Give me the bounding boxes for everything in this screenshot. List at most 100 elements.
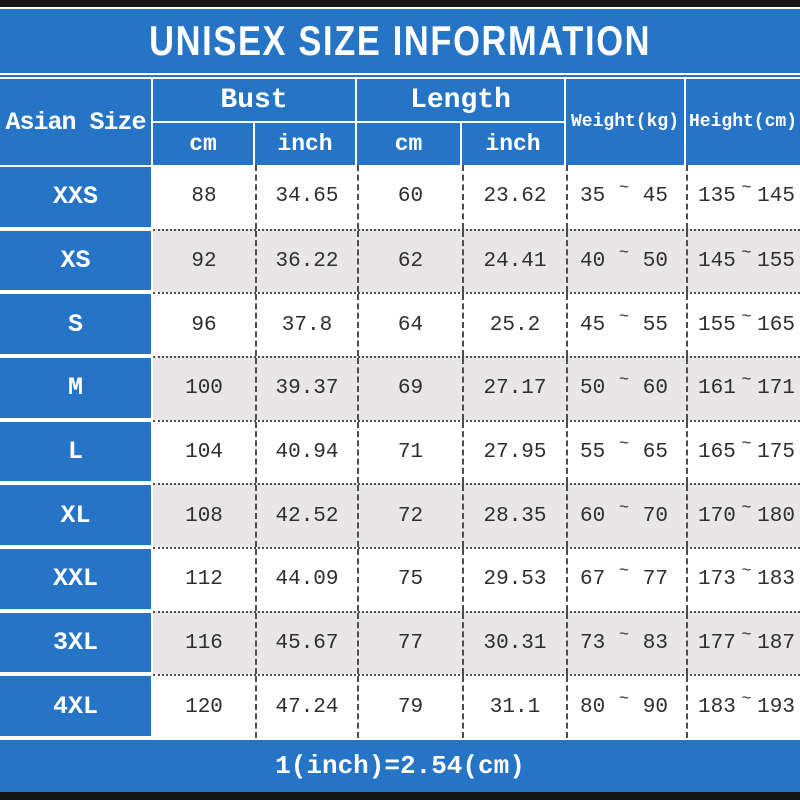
column-header-height: Height(cm) [688,112,798,132]
weight-min: 40 [580,250,606,273]
tilde-glyph: ~ [618,498,630,518]
weight-max: 50 [642,250,668,273]
tilde-glyph: ~ [618,244,630,263]
size-label: 3XL [0,610,153,675]
weight-max: 77 [642,568,668,592]
height-max: 193 [757,695,795,719]
row-cells: 92 36.22 62 24.41 40 ~50 145 ~155 [153,228,800,293]
length-inch-value: 28.35 [462,485,566,548]
bust-inch-value: 36.22 [255,230,357,293]
height-min: 155 [698,313,736,337]
height-max: 175 [757,441,795,465]
top-black-bar [0,0,800,7]
height-max: 187 [757,632,795,656]
footer-band: 1(inch)=2.54(cm) [0,740,800,792]
bust-cm-value: 88 [191,185,217,209]
row-cells: 120 47.24 79 31.1 80 ~90 183 ~193 [153,674,800,739]
weight-max: 55 [642,313,668,337]
height-range: 173 ~183 [686,549,800,611]
tilde-glyph: ~ [741,689,752,709]
length-cm-value: 71 [357,421,462,484]
height-range: 161 ~171 [686,358,800,420]
height-min: 173 [698,568,736,592]
height-range: 145 ~155 [686,230,800,293]
tilde-glyph: ~ [741,562,752,582]
table-row: XS 92 36.22 62 24.41 40 ~50 145 ~155 [0,228,800,293]
length-inch-value: 23.62 [462,165,566,229]
weight-max: 90 [642,695,668,719]
size-label: XS [0,228,153,293]
bottom-black-bar [0,792,800,800]
column-group-length: Length [357,79,566,123]
length-inch-value: 27.95 [462,421,566,484]
length-inch-value: 24.41 [462,230,566,293]
tilde-glyph: ~ [618,626,630,646]
tilde-glyph: ~ [741,371,752,391]
table-row: XXS 88 34.65 60 23.62 35 ~45 135 ~145 [0,165,800,229]
length-inch-value: 30.31 [462,612,566,675]
size-label: 4XL [0,674,153,739]
table-header: Asian Size Bust Length Weight(kg) Height… [0,79,800,165]
height-max: 183 [757,568,795,592]
tilde-glyph: ~ [741,244,752,263]
weight-min: 60 [580,504,606,528]
weight-range: 67 ~77 [566,549,686,611]
weight-range: 50 ~60 [566,358,686,420]
height-max: 171 [757,377,795,401]
bust-cm-value: 120 [185,695,223,719]
title-divider [0,73,800,79]
tilde-glyph: ~ [741,626,752,646]
length-cm-value: 77 [357,612,462,675]
height-max: 165 [757,313,795,337]
size-label: M [0,356,153,420]
weight-min: 35 [580,185,606,209]
conversion-note: 1(inch)=2.54(cm) [275,751,525,781]
bust-inch-value: 45.67 [255,612,357,675]
row-cells: 108 42.52 72 28.35 60 ~70 170 ~180 [153,483,800,548]
length-cm-value: 69 [357,358,462,420]
title-band: UNISEX SIZE INFORMATION [0,9,800,73]
weight-min: 67 [580,568,606,592]
subheader-length-cm: cm [357,123,462,165]
length-inch-value: 25.2 [462,294,566,357]
table-row: M 100 39.37 69 27.17 50 ~60 161 ~171 [0,356,800,420]
tilde-glyph: ~ [618,179,630,199]
weight-range: 35 ~45 [566,165,686,229]
row-cells: 112 44.09 75 29.53 67 ~77 173 ~183 [153,547,800,611]
height-min: 161 [698,377,736,401]
weight-range: 80 ~90 [566,676,686,739]
height-max: 155 [757,250,795,273]
height-range: 155 ~165 [686,294,800,357]
table-body: XXS 88 34.65 60 23.62 35 ~45 135 ~145 XS 9… [0,165,800,739]
height-range: 177 ~187 [686,612,800,675]
tilde-glyph: ~ [741,435,752,455]
size-label: XL [0,483,153,548]
bust-cm-value: 96 [191,313,217,337]
length-cm-value: 75 [357,549,462,611]
length-cm-value: 72 [357,485,462,548]
tilde-glyph: ~ [618,562,630,582]
height-max: 145 [757,185,795,209]
height-min: 145 [698,250,736,273]
weight-min: 45 [580,313,606,337]
weight-max: 60 [642,377,668,401]
bust-cm-value: 112 [185,568,223,592]
weight-min: 55 [580,441,606,465]
length-inch-value: 27.17 [462,358,566,420]
size-label: L [0,419,153,484]
length-cm-value: 64 [357,294,462,357]
height-range: 165 ~175 [686,421,800,484]
length-cm-value: 79 [357,676,462,739]
height-min: 170 [698,504,736,528]
weight-range: 55 ~65 [566,421,686,484]
size-label: S [0,292,153,357]
height-min: 177 [698,632,736,656]
column-group-bust: Bust [153,79,357,123]
subheader-length-inch: inch [462,123,566,165]
weight-max: 65 [642,441,668,465]
weight-min: 50 [580,377,606,401]
weight-max: 45 [642,185,668,209]
bust-cm-value: 100 [185,377,223,401]
bust-inch-value: 42.52 [255,485,357,548]
